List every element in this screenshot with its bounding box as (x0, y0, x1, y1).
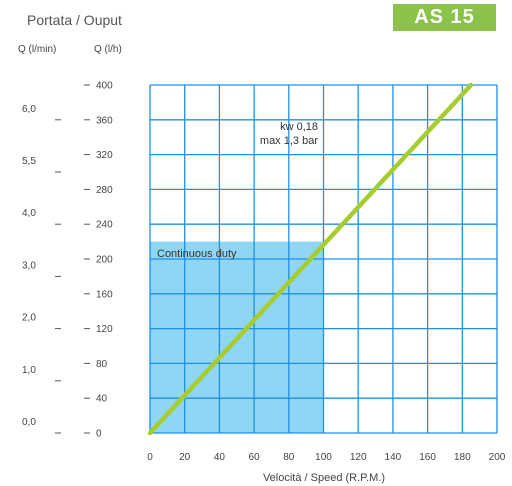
y-tick-label-lmin: 1,0 (22, 365, 36, 376)
y-tick-label-lh: 360 (96, 115, 113, 126)
x-axis-label: Velocità / Speed (R.P.M.) (263, 472, 385, 484)
y-tick-label-lh: 40 (96, 394, 108, 405)
x-tick-label: 180 (454, 452, 471, 463)
y-tick-label-lh: 400 (96, 81, 113, 92)
y-tick-label-lh: 160 (96, 289, 113, 300)
y-tick-label-lmin: 3,0 (22, 260, 36, 271)
y-tick-label-lmin: 5,5 (22, 156, 36, 167)
model-badge: AS 15 (393, 4, 496, 31)
y-tick-label-lmin: 2,0 (22, 313, 36, 324)
x-tick-label: 140 (385, 452, 402, 463)
x-tick-label: 40 (214, 452, 226, 463)
y-tick-label-lh: 320 (96, 150, 113, 161)
x-tick-label: 20 (179, 452, 191, 463)
x-tick-label: 0 (147, 452, 153, 463)
y-tick-label-lh: 80 (96, 359, 108, 370)
x-tick-label: 60 (249, 452, 261, 463)
power-annotation: kw 0,18 (280, 121, 318, 133)
y-axis-label-lmin: Q (l/min) (18, 44, 56, 55)
x-tick-label: 80 (283, 452, 295, 463)
y-tick-label-lh: 240 (96, 220, 113, 231)
x-tick-label: 200 (489, 452, 506, 463)
chart-title: Portata / Ouput (27, 12, 122, 28)
y-tick-label-lmin: 6,0 (22, 104, 36, 115)
y-tick-label-lmin: 4,0 (22, 208, 36, 219)
y-tick-label-lh: 120 (96, 324, 113, 335)
x-tick-label: 120 (350, 452, 367, 463)
x-tick-label: 100 (315, 452, 332, 463)
x-tick-label: 160 (419, 452, 436, 463)
y-tick-label-lh: 0 (96, 429, 102, 440)
y-axis-label-lh: Q (l/h) (94, 44, 122, 55)
pressure-annotation: max 1,3 bar (260, 135, 318, 147)
continuous-duty-label: Continuous duty (157, 248, 237, 260)
y-tick-label-lmin: 0,0 (22, 417, 36, 428)
y-tick-label-lh: 200 (96, 255, 113, 266)
flow-line (147, 82, 474, 436)
y-tick-label-lh: 280 (96, 185, 113, 196)
